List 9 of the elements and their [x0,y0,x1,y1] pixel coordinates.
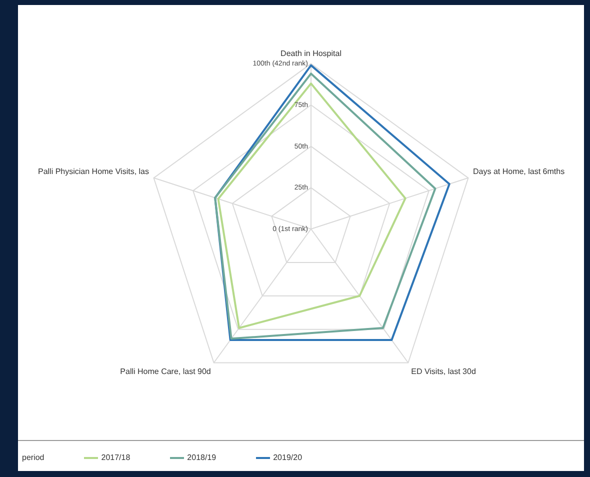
spoke-label: Palli Home Care, last 90d [120,366,211,376]
legend-label: 2018/19 [187,453,216,462]
spoke-label: Days at Home, last 6mths [472,166,565,176]
spoke-label: ED Visits, last 30d [411,366,476,376]
spoke-label: Death in Hospital [280,49,342,58]
legend-label: 2017/18 [101,453,130,462]
legend-title: period [22,453,44,462]
legend-label: 2019/20 [273,453,302,462]
spoke-label: Palli Physician Home Visits, las [38,166,150,176]
